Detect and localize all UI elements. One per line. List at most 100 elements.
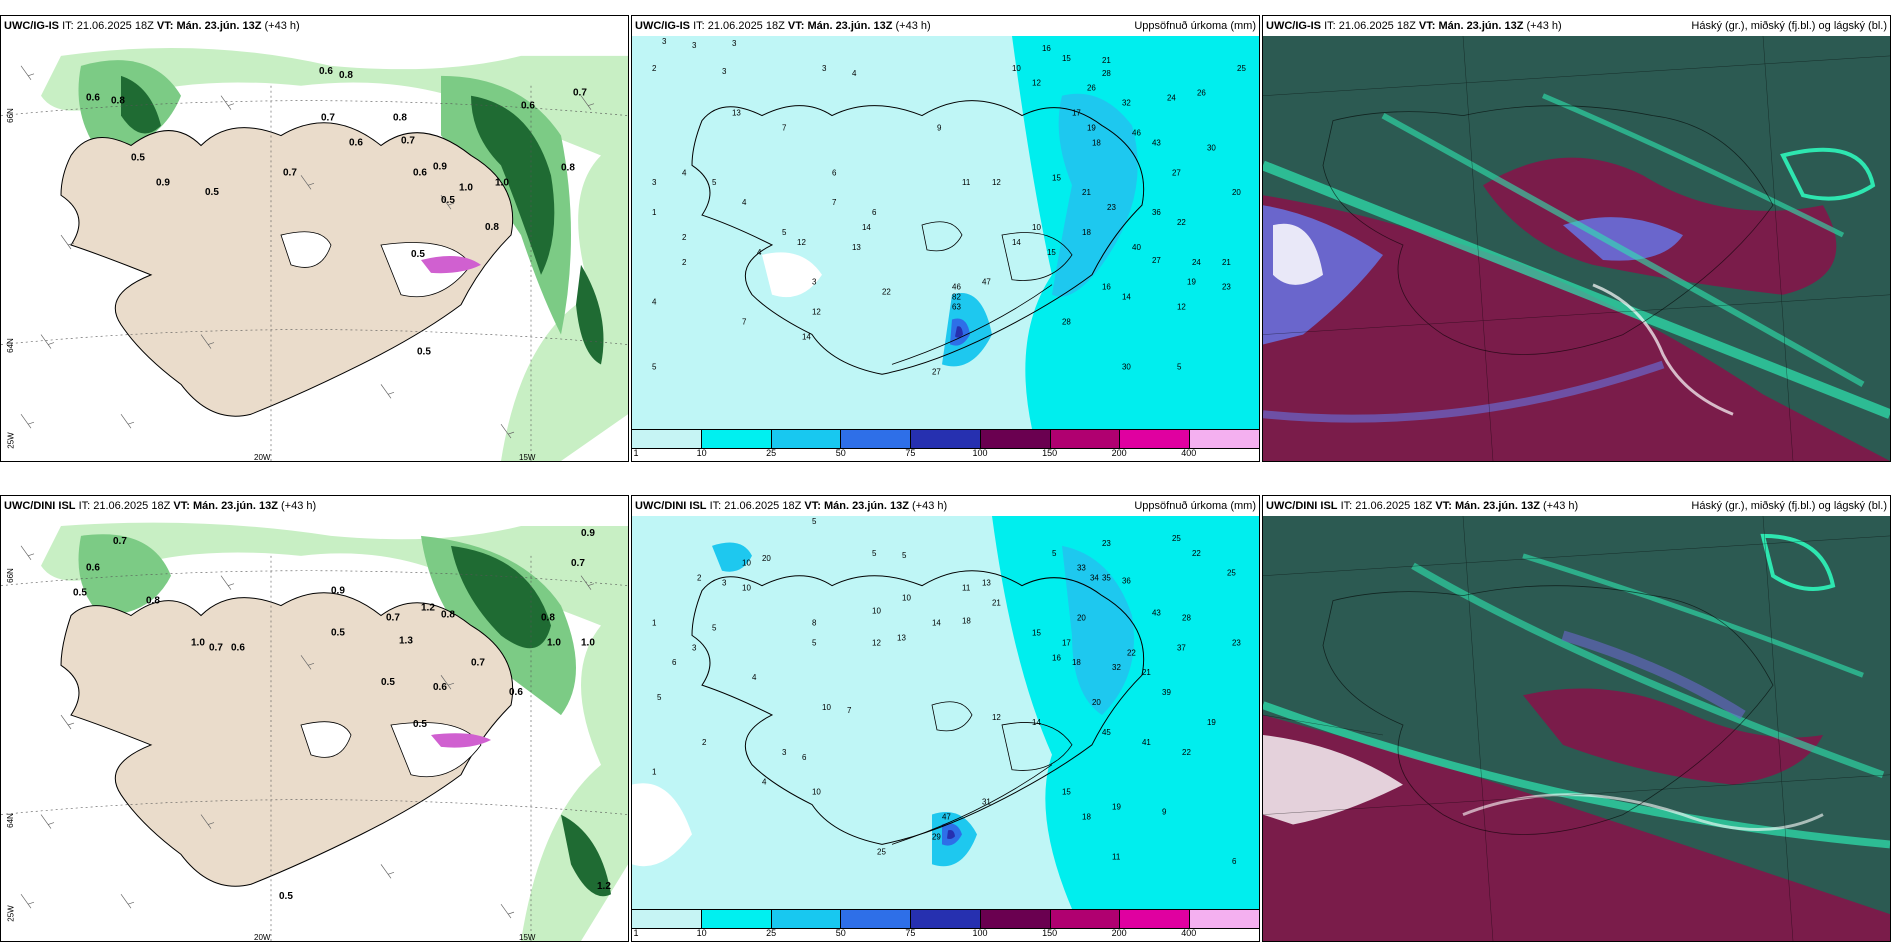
precip-value: 15	[1052, 173, 1061, 182]
precip-value: 27	[932, 367, 941, 376]
wind-label: 0.7	[401, 136, 415, 147]
wind-label: 0.7	[571, 558, 585, 569]
precip-value: 24	[1192, 258, 1201, 267]
init-time: 21.06.2025 18Z	[724, 500, 802, 512]
precip-value: 4	[852, 69, 857, 78]
precip-value: 19	[1187, 278, 1196, 287]
init-time: 21.06.2025 18Z	[76, 20, 154, 32]
init-time: 21.06.2025 18Z	[1355, 500, 1433, 512]
it-label: IT:	[693, 20, 705, 32]
wind-label: 0.7	[113, 536, 127, 547]
precip-value: 15	[1062, 54, 1071, 63]
wind-label: 0.5	[417, 347, 431, 358]
precip-value: 31	[982, 798, 991, 807]
precip-value: 6	[802, 753, 807, 762]
vt-label: VT:	[804, 500, 821, 512]
wind-map-svg: 0.6 0.8 0.6 0.8 0.5 0.7 0.5 0.9 0.7 0.6 …	[1, 36, 628, 461]
precip-value: 22	[1177, 218, 1186, 227]
colorbar-swatch	[911, 910, 981, 928]
model-name: UWC/IG-IS	[4, 20, 59, 32]
wind-label: 0.5	[73, 588, 87, 599]
colorbar-label: 75	[905, 448, 916, 458]
lead-time: (+43 h)	[1526, 20, 1562, 32]
precip-value: 26	[1087, 84, 1096, 93]
lat-label-66: 66N	[5, 108, 15, 123]
lon-label-20: 20W	[254, 933, 271, 942]
wind-map-svg: 0.7 0.6 0.5 0.8 1.0 0.7 0.6 0.9 0.5 0.7 …	[1, 516, 628, 941]
wind-label: 0.8	[339, 70, 353, 81]
colorbar-label: 400	[1181, 448, 1197, 458]
init-time: 21.06.2025 18Z	[1338, 20, 1416, 32]
map-title: Háský (gr.), miðský (fj.bl.) og lágský (…	[1691, 500, 1887, 512]
panel-header: UWC/IG-IS IT: 21.06.2025 18Z VT: Mán. 23…	[1, 16, 628, 36]
precip-value: 22	[1192, 549, 1201, 558]
lon-label-25: 25W	[6, 432, 16, 449]
precip-value: 10	[1032, 223, 1041, 232]
precip-value: 13	[897, 633, 906, 642]
colorbar-swatch	[1190, 430, 1259, 448]
precip-map-svg: 3 3 3 16 15 21 25 2 3 3 4 10 12 26 28 32…	[632, 36, 1259, 429]
precip-value: 32	[1122, 99, 1131, 108]
panel-header: UWC/DINI ISL IT: 21.06.2025 18Z VT: Mán.…	[1, 496, 628, 516]
wind-map: 0.7 0.6 0.5 0.8 1.0 0.7 0.6 0.9 0.5 0.7 …	[1, 516, 628, 941]
map-title: Uppsöfnuð úrkoma (mm)	[1134, 500, 1256, 512]
colorbar-swatch	[701, 430, 772, 448]
lead-time: (+43 h)	[280, 500, 317, 512]
wind-label: 0.5	[411, 249, 425, 260]
precip-value: 25	[1227, 569, 1236, 578]
precip-value: 28	[1062, 318, 1071, 327]
valid-time: Mán. 23.jún. 13Z	[192, 500, 278, 512]
precip-value: 23	[1102, 539, 1111, 548]
precip-value: 27	[1152, 256, 1161, 265]
map-title: Háský (gr.), miðský (fj.bl.) og lágský (…	[1691, 20, 1887, 32]
precip-value: 4	[682, 168, 687, 177]
cloud-map	[1263, 36, 1890, 461]
colorbar-label: 50	[835, 928, 846, 938]
precip-value: 10	[1012, 64, 1021, 73]
panel-dini-clouds: UWC/DINI ISL IT: 21.06.2025 18Z VT: Mán.…	[1262, 495, 1891, 942]
wind-label: 1.0	[547, 637, 561, 648]
precip-value: 9	[937, 124, 942, 133]
wind-label: 0.9	[156, 177, 170, 188]
model-name: UWC/DINI ISL	[635, 500, 707, 512]
wind-label: 0.6	[433, 682, 447, 693]
precip-value: 3	[692, 41, 697, 50]
precip-value: 21	[992, 599, 1001, 608]
wind-label: 0.5	[131, 152, 145, 163]
precip-value: 4	[752, 673, 757, 682]
precip-value: 36	[1152, 208, 1161, 217]
precip-value: 3	[732, 39, 737, 48]
colorbar-swatch	[632, 430, 702, 448]
precip-value: 41	[1142, 738, 1151, 747]
valid-time: Mán. 23.jún. 13Z	[1438, 20, 1524, 32]
precip-value: 46	[952, 283, 961, 292]
precip-value: 10	[872, 607, 881, 616]
precip-value: 26	[1197, 89, 1206, 98]
init-time: 21.06.2025 18Z	[707, 20, 785, 32]
colorbar-labels: 1 10 25 50 75 100 150 200 400	[632, 448, 1259, 460]
precip-values: 3 3 3 16 15 21 25 2 3 3 4 10 12 26 28 32…	[652, 37, 1246, 376]
precip-value: 20	[1092, 698, 1101, 707]
precip-value: 4	[757, 248, 762, 257]
precip-value: 18	[1082, 812, 1091, 821]
precip-values: 5 5 10 20 5 5 23 25 22 2 3 10 10 11 13 2…	[652, 517, 1241, 866]
precip-value: 3	[782, 748, 787, 757]
wind-label: 1.2	[597, 881, 611, 892]
wind-label: 0.9	[331, 586, 345, 597]
wind-label: 0.7	[209, 642, 223, 653]
colorbar-label: 10	[696, 928, 707, 938]
precip-value: 13	[982, 579, 991, 588]
precip-value: 30	[1207, 143, 1216, 152]
precip-value: 11	[1112, 852, 1121, 861]
precip-value: 2	[702, 738, 707, 747]
wind-label: 0.9	[581, 528, 595, 539]
precip-value: 25	[1237, 64, 1246, 73]
lon-label-25: 25W	[6, 905, 16, 922]
precip-value: 5	[812, 517, 817, 526]
panel-igis-clouds: UWC/IG-IS IT: 21.06.2025 18Z VT: Mán. 23…	[1262, 15, 1891, 462]
precip-value: 46	[1132, 129, 1141, 138]
precip-value: 3	[822, 64, 827, 73]
precip-value: 7	[782, 124, 787, 133]
precip-value: 7	[832, 198, 837, 207]
precip-value: 23	[1107, 203, 1116, 212]
